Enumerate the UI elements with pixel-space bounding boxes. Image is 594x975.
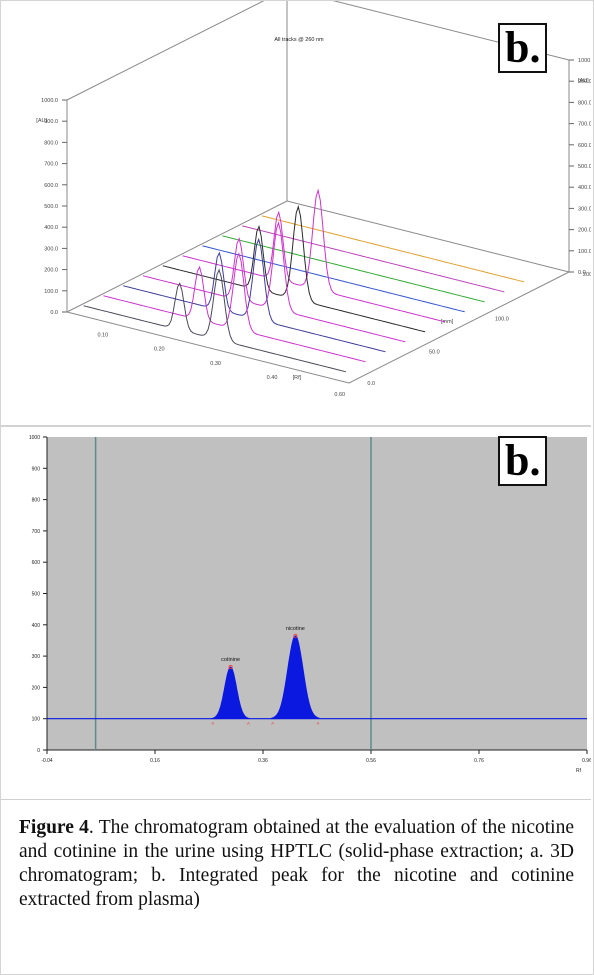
x-tick-label: 0.56 (366, 758, 376, 764)
x-tick-label: -0.04 (41, 758, 53, 764)
track-line (241, 225, 505, 293)
y-tick-label: 900.0 (44, 119, 58, 125)
peak-area (211, 666, 250, 720)
y-tick-label: 500 (32, 592, 41, 598)
chart-3d-svg: All tracks @ 260 nm 0.0 0.0 100.0 100.0 200.0… (36, 1, 591, 398)
y-tick-label: 0.0 (50, 310, 58, 316)
z-tick-label: 50.0 (429, 350, 440, 356)
peak-apex-marker (228, 665, 233, 670)
y-tick-label: 600.0 (578, 143, 591, 149)
figure-caption: Figure 4. The chromatogram obtained at t… (19, 816, 574, 912)
peak-label: nicotine (286, 626, 305, 632)
track-line (123, 237, 386, 353)
y-axis-label: [AU] (36, 118, 47, 124)
track-line (202, 245, 465, 313)
box-edge (66, 1, 265, 101)
y-tick-label: 600.0 (44, 183, 58, 189)
y-tick-label: 800.0 (578, 100, 591, 106)
y-tick-label: 200.0 (44, 268, 58, 274)
y-tick-label: 900 (32, 466, 41, 472)
x-tick-label: 0.40 (267, 375, 278, 381)
y-tick-label: 500.0 (578, 164, 591, 170)
y-tick-label: 100.0 (578, 249, 591, 255)
x-axis-suffix: Rf (576, 768, 582, 774)
y-tick-label: 700.0 (578, 122, 591, 128)
caption-divider (1, 799, 591, 800)
chart-title: All tracks @ 260 nm (274, 37, 324, 43)
y-tick-label: 200 (32, 685, 41, 691)
box-edge (66, 200, 288, 313)
caption-text: . The chromatogram obtained at the evalu… (19, 817, 574, 910)
peak-boundary-marker: ^ (211, 723, 214, 729)
x-axis-label: [Rf] (293, 375, 302, 381)
box-edge (66, 311, 350, 384)
track-line (222, 235, 485, 303)
y-tick-label: 1000.0 (41, 98, 58, 104)
y-tick-label: 500.0 (44, 204, 58, 210)
y-tick-label: 700 (32, 529, 41, 535)
plot-area (47, 437, 587, 750)
x-tick-label: 0.20 (154, 347, 165, 353)
panel-badge: b. (498, 436, 548, 486)
y-tick-label: 100.0 (44, 289, 58, 295)
y-tick-label: 0 (37, 748, 40, 754)
box-edge (286, 200, 570, 273)
y-tick-label: 300.0 (578, 206, 591, 212)
y-tick-label: 200.0 (578, 228, 591, 234)
y-tick-label: 100 (32, 717, 41, 723)
y-tick-label: 900.0 (578, 79, 591, 85)
peak-label: cotinine (221, 657, 240, 663)
box-edge (348, 271, 570, 384)
x-tick-label: 0.36 (258, 758, 268, 764)
panel-badge: b. (498, 23, 548, 73)
z-tick-label: 200.0 (583, 272, 591, 278)
x-tick-label: 0.16 (150, 758, 160, 764)
peak-boundary-marker: ^ (247, 723, 250, 729)
x-tick-label: 0.10 (97, 333, 108, 339)
z-tick-label: 0.0 (367, 381, 375, 387)
y-tick-label: 700.0 (44, 162, 58, 168)
peak-area (270, 635, 320, 720)
y-tick-label: 400.0 (578, 185, 591, 191)
y-tick-label: 300.0 (44, 246, 58, 252)
x-tick-label: 0.60 (334, 392, 345, 398)
track-line (182, 188, 446, 323)
track-line (142, 221, 406, 343)
y-tick-label: 1000 (29, 435, 40, 441)
track-line (162, 204, 426, 333)
track-line (103, 252, 366, 363)
y-tick-label: 400 (32, 623, 41, 629)
chart-2d-svg: 0 100 200 300 400 500 600 700 800 900 1000 -0.04 0.1… (29, 435, 591, 774)
caption-label: Figure 4 (19, 817, 89, 838)
y-tick-label: 800 (32, 498, 41, 504)
track-line (261, 215, 525, 283)
track-line (83, 268, 347, 373)
peak-apex-marker (293, 633, 298, 638)
y-tick-label: 800.0 (44, 140, 58, 146)
z-tick-label: 100.0 (495, 316, 509, 322)
x-tick-label: 0.76 (474, 758, 484, 764)
y-tick-label: 400.0 (44, 225, 58, 231)
panel-integrated-peak: 0 100 200 300 400 500 600 700 800 900 1000 -0.04 0.1… (1, 426, 591, 799)
y-tick-label: 0.0 (578, 270, 586, 276)
y-tick-label: 300 (32, 654, 41, 660)
y-axis-label: [AU] (578, 78, 589, 84)
y-tick-label: 600 (32, 560, 41, 566)
y-tick-label: 1000.0 (578, 58, 591, 64)
x-tick-label: 0.96 (582, 758, 591, 764)
panel-divider (1, 425, 591, 426)
z-axis-label: [mm] (441, 319, 454, 325)
x-tick-label: 0.30 (210, 361, 221, 367)
panel-3d-chromatogram: All tracks @ 260 nm 0.0 0.0 100.0 100.0 200.0… (1, 1, 591, 424)
peak-boundary-marker: ^ (317, 723, 320, 729)
peak-boundary-marker: ^ (271, 723, 274, 729)
